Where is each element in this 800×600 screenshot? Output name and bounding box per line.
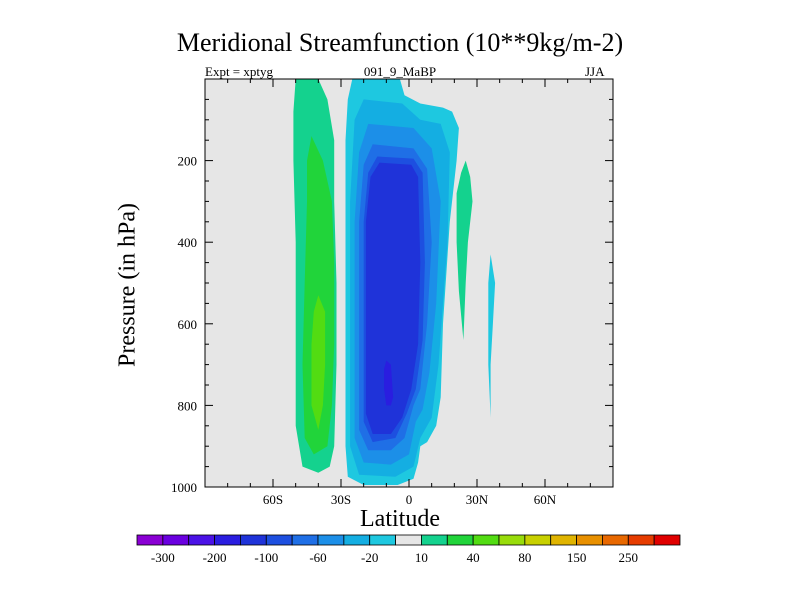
colorbar-label-8: 150 <box>567 550 587 565</box>
contour-region-10 <box>365 162 421 434</box>
colorbar-box-7 <box>317 534 345 546</box>
x-tick-label-1: 30S <box>331 492 351 507</box>
colorbar-label-3: -60 <box>309 550 326 565</box>
colorbar-label-5: 10 <box>415 550 428 565</box>
run-label: 091_9_MaBP <box>363 64 437 79</box>
x-tick-label-3: 30N <box>466 492 489 507</box>
y-tick-label-0: 200 <box>178 154 198 169</box>
colorbar-label-0: -300 <box>151 550 175 565</box>
x-tick-label-2: 0 <box>406 492 413 507</box>
colorbar-label-9: 250 <box>619 550 639 565</box>
colorbar-box-13 <box>472 534 500 546</box>
colorbar-box-10 <box>395 534 422 546</box>
colorbar-box-18 <box>602 534 629 546</box>
experiment-label: Expt = xptyg <box>205 64 273 79</box>
y-tick-label-2: 600 <box>178 317 198 332</box>
colorbar-box-15 <box>524 534 552 546</box>
colorbar-box-9 <box>369 534 396 546</box>
colorbar-box-3 <box>214 534 241 546</box>
colorbar-box-19 <box>627 534 655 546</box>
x-axis-label: Latitude <box>360 506 440 532</box>
colorbar-box-11 <box>421 534 448 546</box>
colorbar-box-14 <box>498 534 526 546</box>
colorbar-box-1 <box>162 534 190 546</box>
x-tick-label-0: 60S <box>263 492 283 507</box>
colorbar-label-7: 80 <box>518 550 531 565</box>
colorbar-label-2: -100 <box>254 550 278 565</box>
colorbar-label-6: 40 <box>467 550 480 565</box>
colorbar-box-17 <box>576 534 603 546</box>
season-label: JJA <box>585 64 605 79</box>
contour-region-3 <box>456 160 473 341</box>
colorbar-box-4 <box>240 534 267 546</box>
y-tick-label-4: 1000 <box>171 480 197 495</box>
y-tick-label-3: 800 <box>178 398 198 413</box>
contour-region-5 <box>488 254 496 418</box>
colorbar-box-16 <box>550 534 577 546</box>
chart-title: Meridional Streamfunction (10**9kg/m-2) <box>176 28 624 57</box>
y-tick-label-1: 400 <box>178 235 198 250</box>
colorbar-label-4: -20 <box>361 550 378 565</box>
colorbar-box-20 <box>653 534 681 546</box>
colorbar-box-2 <box>188 534 215 546</box>
colorbar-box-12 <box>446 534 474 546</box>
colorbar-box-5 <box>265 534 293 546</box>
colorbar-label-1: -200 <box>203 550 227 565</box>
colorbar-box-6 <box>291 534 319 546</box>
contour-region-2 <box>311 295 326 430</box>
contour-region-11 <box>384 360 394 406</box>
colorbar-box-8 <box>343 534 371 546</box>
x-tick-label-4: 60N <box>534 492 557 507</box>
contour-region-1 <box>302 136 335 455</box>
colorbar-box-0 <box>136 534 164 546</box>
